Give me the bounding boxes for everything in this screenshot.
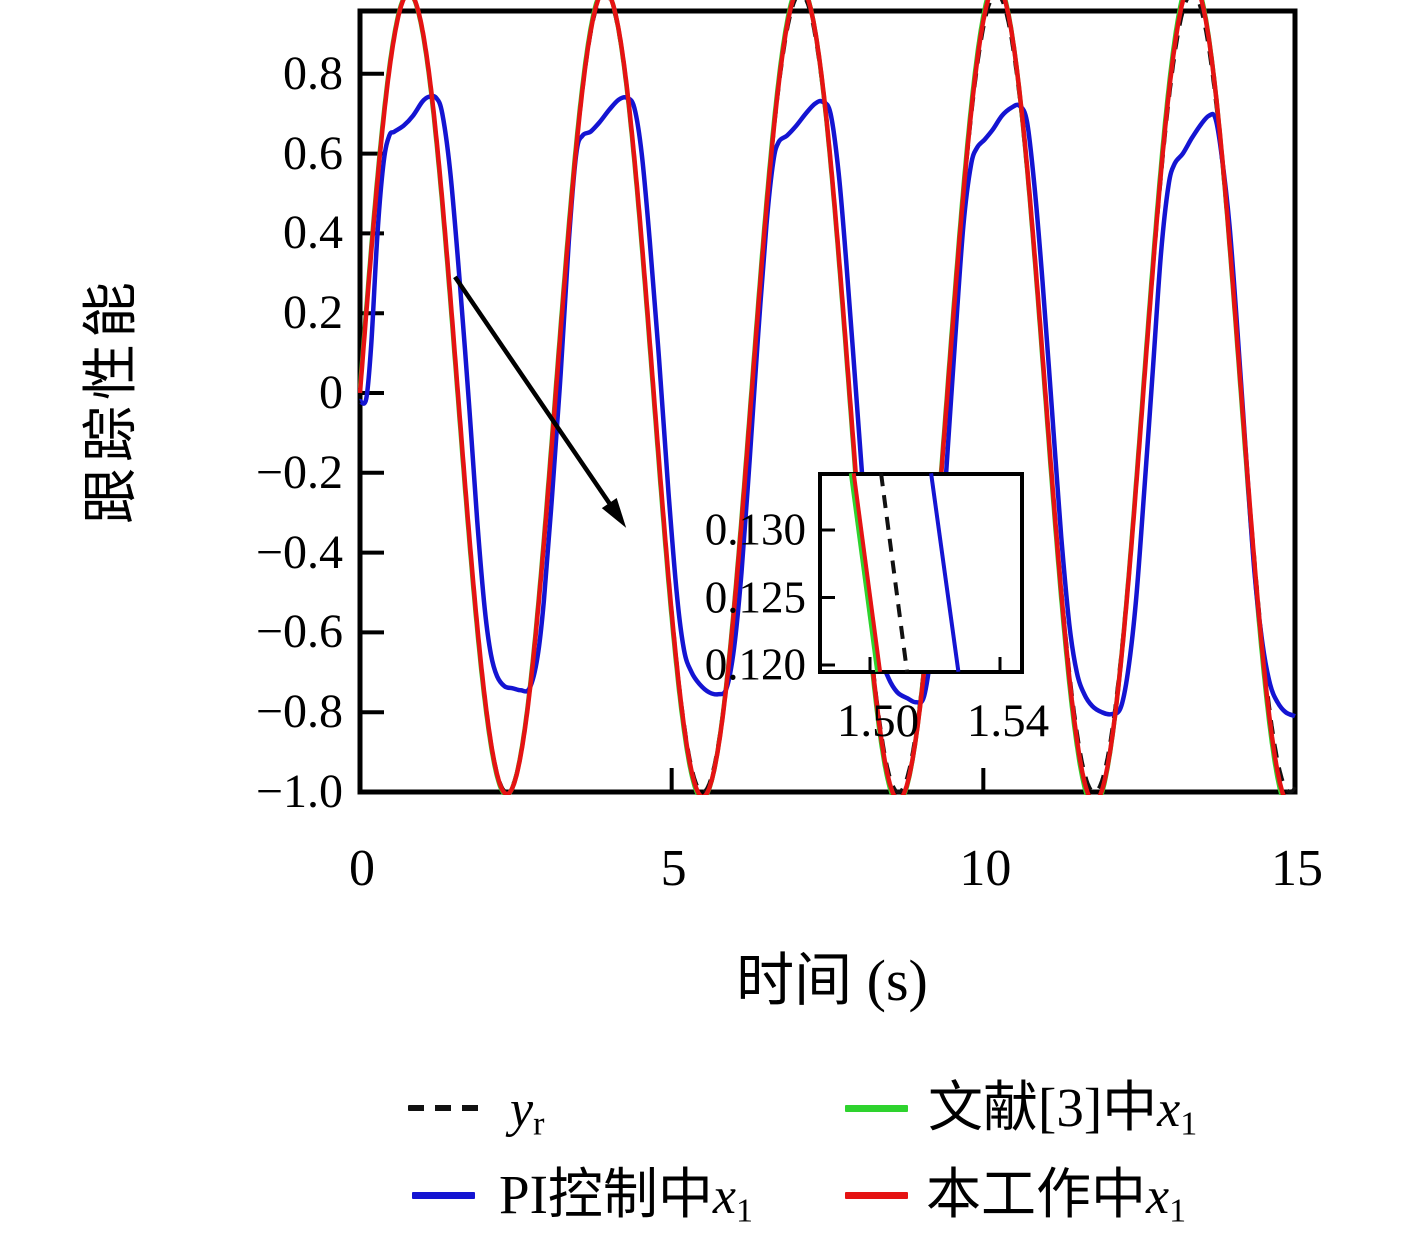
y-tick-label: −0.4 xyxy=(255,525,343,579)
x-tick-label: 10 xyxy=(959,840,1012,897)
legend-label-thiswork: 本工作中x1 xyxy=(926,1164,1187,1230)
legend-label-pi: PI控制中x1 xyxy=(499,1164,753,1230)
inset-y-tick-label: 0.130 xyxy=(704,504,806,555)
legend-item-ref3: 文献[3]中x1 xyxy=(845,1077,1198,1143)
curve-pi-x1 xyxy=(358,93,1296,719)
x-tick-label: 5 xyxy=(660,840,687,897)
legend-label-ref3: 文献[3]中x1 xyxy=(928,1077,1198,1143)
inset-x-tick-label: 1.50 xyxy=(836,695,920,747)
y-tick-label: −0.2 xyxy=(255,445,343,499)
legend-blue-line-sample xyxy=(412,1191,475,1199)
inset-y-tick-label: 0.120 xyxy=(704,639,806,690)
y-tick-label: 0.2 xyxy=(283,286,343,340)
y-tick-label: −0.8 xyxy=(255,685,343,739)
inset-line-reference_dashed xyxy=(879,473,910,673)
legend-item-thiswork: 本工作中x1 xyxy=(845,1164,1187,1230)
legend-dashed-line-sample xyxy=(408,1105,482,1111)
y-axis-title: 跟踪性能 xyxy=(81,276,143,524)
legend-green-line-sample xyxy=(845,1104,908,1112)
zoom-annotation-arrow xyxy=(453,275,627,528)
y-tick-label: −1.0 xyxy=(255,765,343,818)
curves xyxy=(358,0,1297,795)
legend-item-reference: yr xyxy=(408,1080,545,1143)
x-axis-title: 时间 (s) xyxy=(736,948,928,1013)
y-tick-label: −0.6 xyxy=(255,605,343,659)
x-tick-label: 15 xyxy=(1270,840,1323,897)
y-tick-label: 0.6 xyxy=(283,126,343,180)
x-tick-label: 0 xyxy=(349,840,375,897)
curve-thiswork-x1 xyxy=(358,0,1286,795)
legend-item-pi: PI控制中x1 xyxy=(412,1164,753,1230)
inset-line-ref3_green xyxy=(848,473,880,673)
inset-y-tick-label: 0.125 xyxy=(704,572,806,622)
inset-line-pi_blue xyxy=(929,473,961,673)
legend-label-reference: yr xyxy=(510,1081,545,1143)
legend-red-line-sample xyxy=(845,1191,908,1199)
y-tick-label: 0.4 xyxy=(283,206,343,260)
inset-axes xyxy=(818,472,1024,674)
y-tick-label: 0 xyxy=(319,366,343,419)
inset-line-thiswork_red xyxy=(851,473,883,673)
inset-x-tick-label: 1.54 xyxy=(966,695,1050,747)
y-tick-label: 0.8 xyxy=(283,46,343,100)
